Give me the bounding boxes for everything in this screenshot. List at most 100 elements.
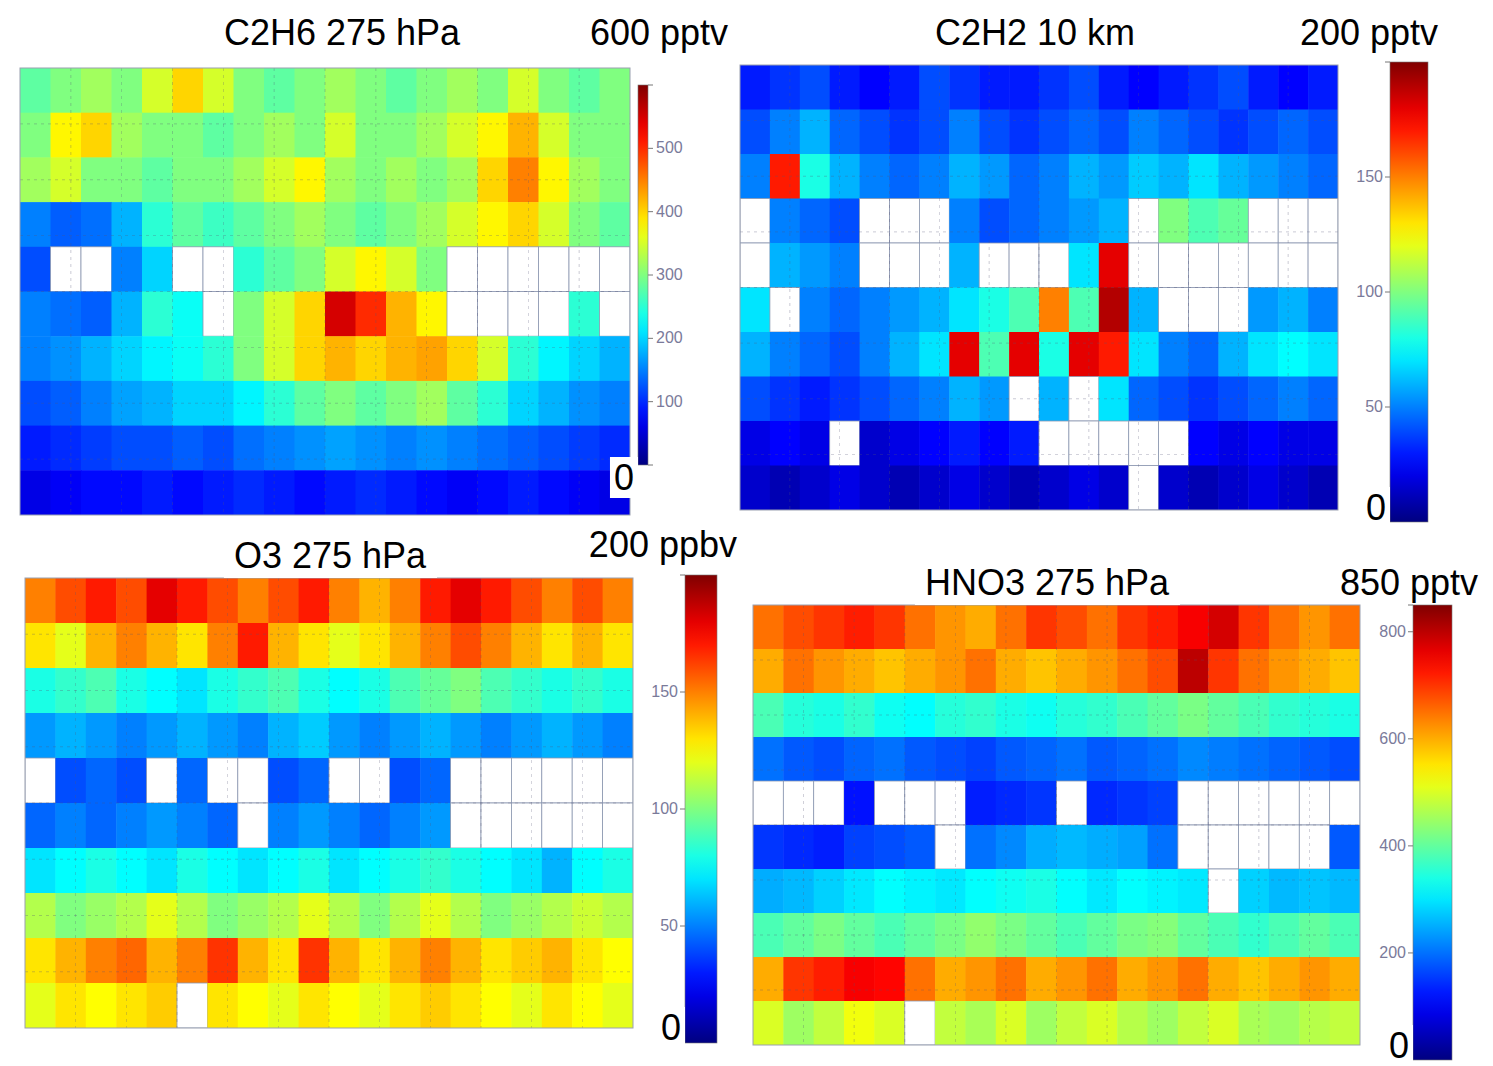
cbar-tick xyxy=(648,148,653,149)
missing-cell xyxy=(600,247,631,292)
cell xyxy=(1057,957,1088,1002)
cell xyxy=(753,825,784,870)
cell xyxy=(1099,199,1129,244)
graticule xyxy=(740,120,1338,121)
cell xyxy=(1009,466,1039,511)
cell xyxy=(390,578,421,624)
cell xyxy=(1026,649,1057,694)
cell xyxy=(572,623,603,669)
cell xyxy=(481,983,512,1028)
missing-cell xyxy=(1099,421,1129,466)
cell xyxy=(1057,825,1088,870)
cell xyxy=(81,202,112,247)
cell xyxy=(1026,869,1057,914)
missing-cell xyxy=(1208,825,1238,869)
cell xyxy=(25,578,56,624)
cell xyxy=(20,470,51,515)
cell xyxy=(86,713,117,759)
cell xyxy=(51,202,82,247)
cell xyxy=(1026,781,1057,826)
missing-cell xyxy=(1208,869,1238,913)
cell xyxy=(234,247,265,292)
cell xyxy=(1178,1001,1209,1045)
cell xyxy=(299,803,330,849)
cell xyxy=(238,578,269,624)
cell xyxy=(478,68,509,113)
cell xyxy=(905,957,936,1002)
cell xyxy=(1308,65,1338,110)
cell xyxy=(147,938,178,984)
missing-cell xyxy=(1248,199,1278,244)
cell xyxy=(753,605,784,650)
cell xyxy=(1009,332,1039,377)
missing-cell xyxy=(603,803,633,848)
cell xyxy=(860,288,890,333)
cell xyxy=(325,470,356,515)
cbar-tick xyxy=(1385,407,1390,408)
graticule xyxy=(430,578,431,1028)
cbar-max-label: 850 pptv xyxy=(1340,562,1478,603)
cell xyxy=(1087,1001,1118,1045)
cell xyxy=(1239,649,1270,694)
cell xyxy=(814,957,845,1002)
cell xyxy=(420,578,451,624)
cell xyxy=(1330,825,1360,870)
graticule xyxy=(121,68,122,515)
map-cells xyxy=(25,578,633,1028)
cell xyxy=(603,938,633,984)
cell xyxy=(1299,605,1330,650)
cell xyxy=(51,426,82,471)
cell xyxy=(25,848,56,894)
cell xyxy=(603,983,633,1028)
cell xyxy=(905,605,936,650)
cell xyxy=(295,68,326,113)
graticule xyxy=(753,770,1360,771)
cell xyxy=(451,848,482,894)
cell xyxy=(1239,957,1270,1002)
cell xyxy=(203,68,234,113)
cell xyxy=(996,957,1027,1002)
cell xyxy=(874,1001,905,1045)
cell xyxy=(1159,332,1189,377)
cell xyxy=(935,605,966,650)
title-patch xyxy=(925,10,1145,55)
cell xyxy=(356,202,387,247)
graticule xyxy=(1309,605,1310,1045)
cell xyxy=(142,336,173,381)
cell xyxy=(935,957,966,1002)
graticule xyxy=(172,68,173,515)
cell xyxy=(1269,869,1300,914)
cell xyxy=(965,869,996,914)
cell xyxy=(539,113,570,158)
graticule xyxy=(25,971,633,972)
cell xyxy=(1269,605,1300,650)
cell xyxy=(569,202,600,247)
cell xyxy=(478,470,509,515)
cell xyxy=(55,848,86,894)
graticule xyxy=(379,578,380,1028)
graticule xyxy=(528,68,529,515)
cell xyxy=(147,803,178,849)
cell xyxy=(325,202,356,247)
cell xyxy=(1026,737,1057,782)
graticule xyxy=(20,403,630,404)
cell xyxy=(800,199,830,244)
cell xyxy=(390,848,421,894)
graticule xyxy=(740,287,1338,288)
cell xyxy=(542,938,573,984)
cell xyxy=(268,803,299,849)
cell xyxy=(299,938,330,984)
graticule xyxy=(740,398,1338,399)
cell xyxy=(572,983,603,1028)
cell xyxy=(740,65,770,110)
cell xyxy=(20,292,51,337)
cell xyxy=(770,110,800,155)
missing-cell xyxy=(569,247,600,292)
cell xyxy=(569,68,600,113)
title-patch xyxy=(915,560,1180,605)
cell xyxy=(359,803,390,849)
cell xyxy=(1026,605,1057,650)
cell xyxy=(1178,605,1209,650)
cell xyxy=(814,649,845,694)
cell xyxy=(451,623,482,669)
